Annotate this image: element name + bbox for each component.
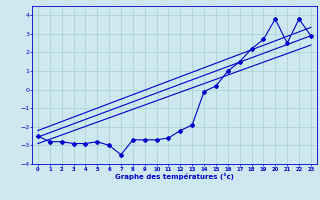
X-axis label: Graphe des températures (°c): Graphe des températures (°c): [115, 173, 234, 180]
